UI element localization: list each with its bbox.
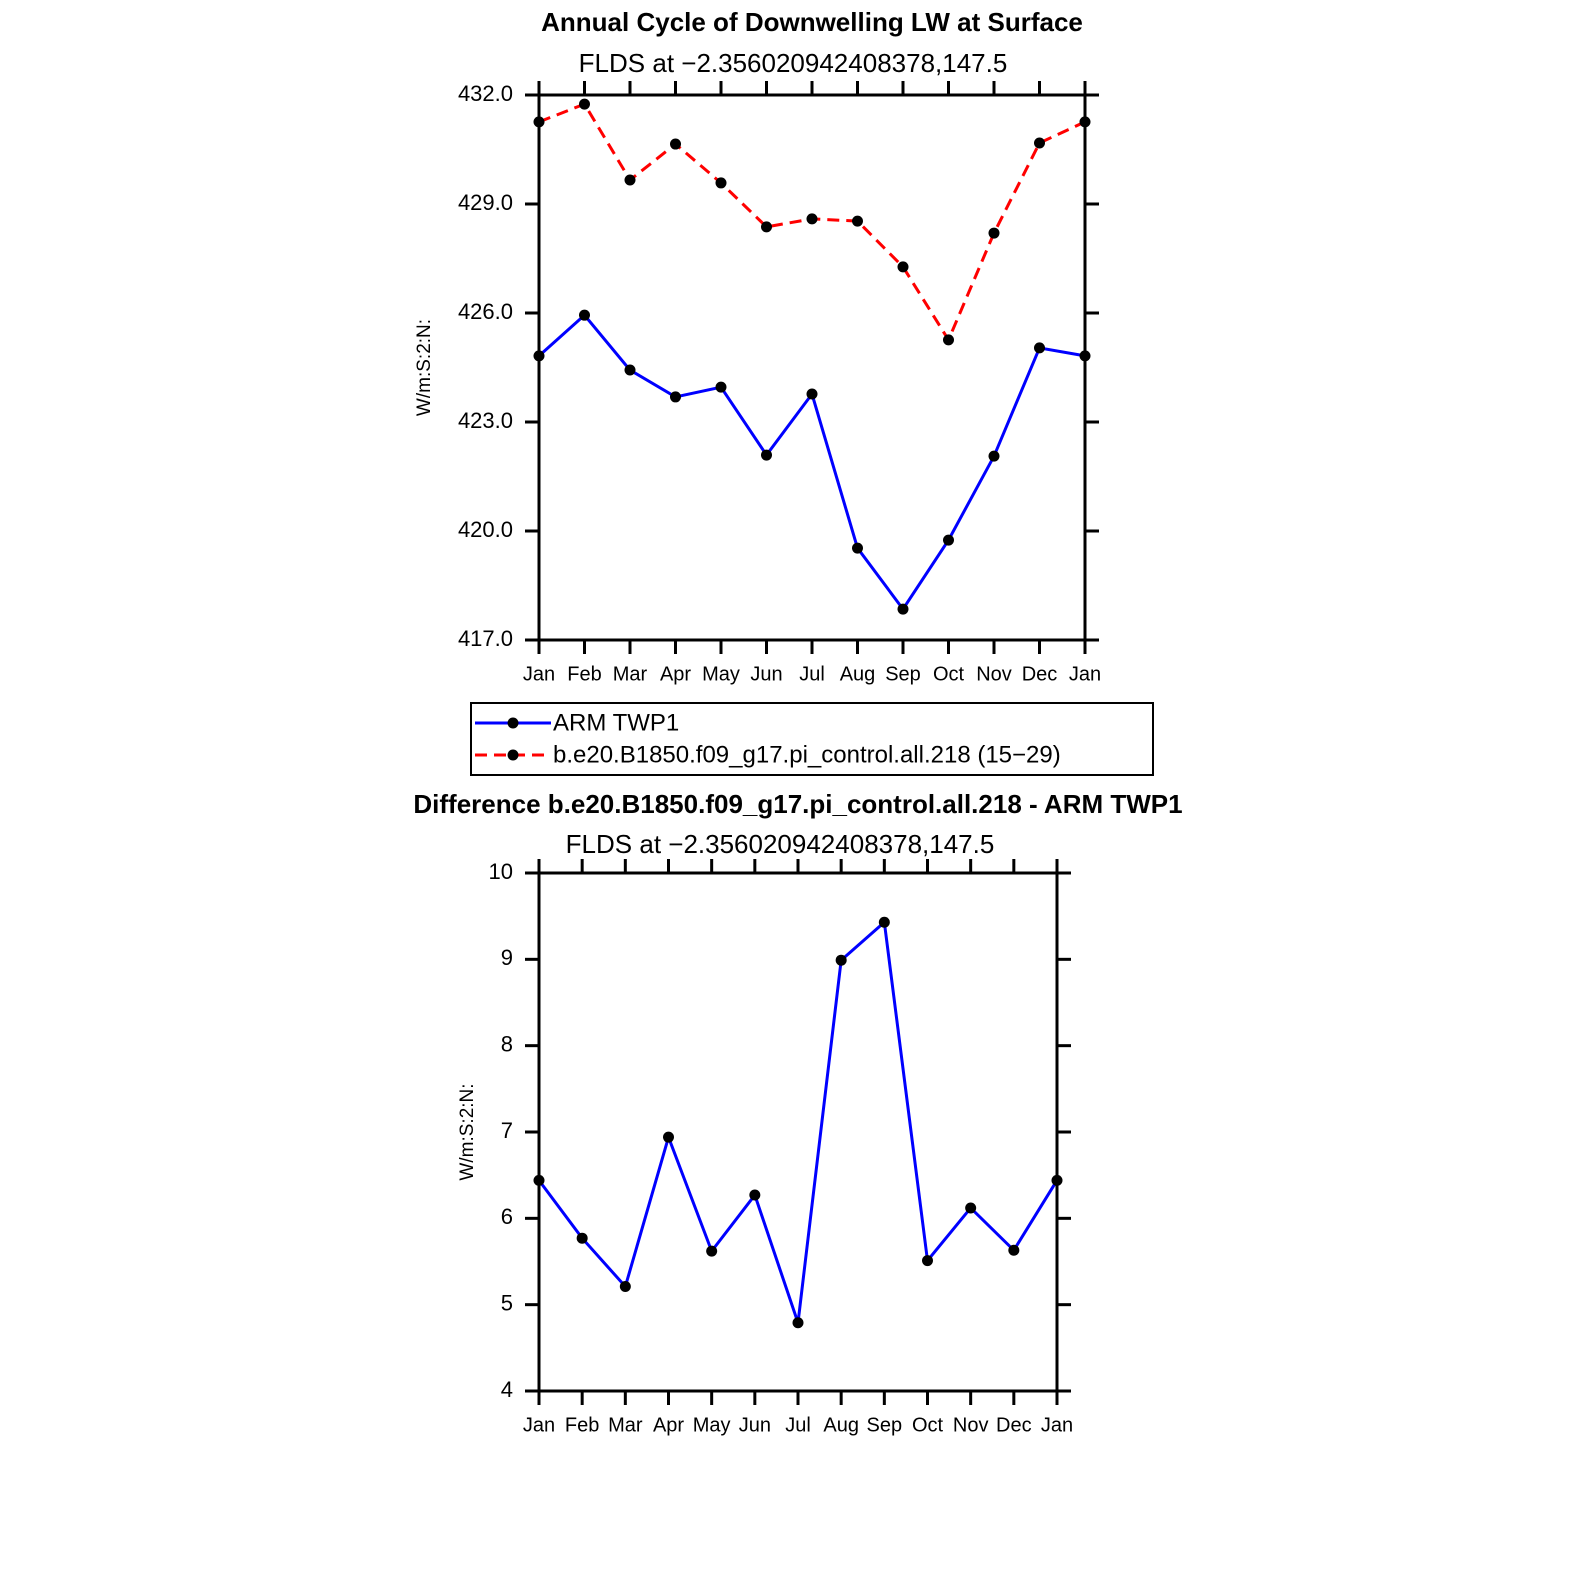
y-tick-label: 432.0 [458,81,513,106]
data-point [533,350,545,362]
x-tick-label: Dec [996,1414,1032,1436]
data-point [1079,350,1091,362]
data-point [749,1189,761,1201]
legend-box [470,702,1154,776]
x-tick-label: Apr [660,663,691,685]
data-point [533,116,545,128]
data-point [878,916,890,928]
data-point [624,364,636,376]
plot-frame [537,93,1087,642]
y-tick-label: 7 [501,1118,513,1143]
series-line [538,313,1086,612]
data-point [852,542,863,554]
data-point [624,174,636,186]
x-tick-label: Aug [840,663,876,685]
x-tick-label: Jul [785,1414,811,1436]
x-tick-label: Apr [653,1414,684,1436]
data-point [806,213,818,225]
x-tick-label: May [702,663,740,685]
legend-marker [507,717,519,729]
x-tick-label: Jan [523,1414,555,1436]
data-point [897,603,909,615]
y-tick-label: 8 [501,1031,513,1056]
data-point [1034,342,1045,354]
data-point [761,449,772,461]
y-tick-label: 4 [501,1377,513,1402]
legend-label: b.e20.B1850.f09_g17.pi_control.all.218 (… [553,741,1061,768]
data-point [670,138,681,150]
y-tick-label: 5 [501,1290,513,1315]
data-point [1079,116,1091,128]
data-point [943,334,954,346]
y-axis-label: W/m:S:2:N: [457,1083,478,1180]
x-tick-label: Sep [885,663,921,685]
data-point [579,98,590,110]
data-point [715,177,727,189]
x-tick-label: Dec [1022,663,1058,685]
data-point [761,221,772,233]
x-tick-label: Jun [750,663,782,685]
data-point [579,309,590,321]
x-tick-label: Jan [523,663,555,685]
y-tick-label: 10 [489,859,513,884]
data-point [706,1245,718,1257]
data-point [852,215,863,227]
x-tick-label: Oct [912,1414,944,1436]
data-point [576,1232,588,1244]
y-tick-label: 6 [501,1204,513,1229]
y-tick-label: 420.0 [458,517,513,542]
data-point [988,450,1000,462]
data-point [1051,1174,1063,1186]
data-point [965,1202,977,1214]
legend-marker [507,749,519,761]
x-tick-label: Jul [799,663,825,685]
y-tick-label: 423.0 [458,408,513,433]
data-point [792,1317,804,1329]
y-tick-label: 417.0 [458,626,513,651]
data-point [619,1281,631,1293]
x-tick-label: Mar [613,663,648,685]
x-tick-label: Jan [1069,663,1101,685]
chart-title: Difference b.e20.B1850.f09_g17.pi_contro… [413,789,1182,819]
x-tick-label: Oct [933,663,965,685]
x-tick-label: Jun [739,1414,771,1436]
data-point [922,1255,933,1267]
y-tick-label: 9 [501,945,513,970]
x-tick-label: May [693,1414,731,1436]
x-tick-label: Sep [867,1414,903,1436]
y-tick-label: 426.0 [458,299,513,324]
data-point [806,388,818,400]
data-point [1008,1244,1020,1256]
x-tick-label: Feb [565,1414,599,1436]
legend-label: ARM TWP1 [553,709,679,736]
data-point [533,1174,545,1186]
chart-subtitle: FLDS at −2.356020942408378,147.5 [579,48,1008,78]
data-point [715,381,727,393]
data-point [663,1131,674,1143]
x-tick-label: Jan [1041,1414,1073,1436]
x-tick-label: Mar [608,1414,643,1436]
x-tick-label: Nov [953,1414,989,1436]
chart-subtitle: FLDS at −2.356020942408378,147.5 [566,829,995,859]
data-point [670,391,681,403]
data-point [1034,137,1045,149]
data-point [988,227,1000,239]
x-tick-label: Feb [567,663,601,685]
data-point [835,954,847,966]
chart-title: Annual Cycle of Downwelling LW at Surfac… [541,7,1083,37]
data-point [897,261,909,273]
series-line [537,919,1059,1324]
y-tick-label: 429.0 [458,190,513,215]
data-point [943,534,954,546]
x-tick-label: Nov [976,663,1012,685]
y-axis-label: W/m:S:2:N: [414,319,435,416]
x-tick-label: Aug [823,1414,859,1436]
